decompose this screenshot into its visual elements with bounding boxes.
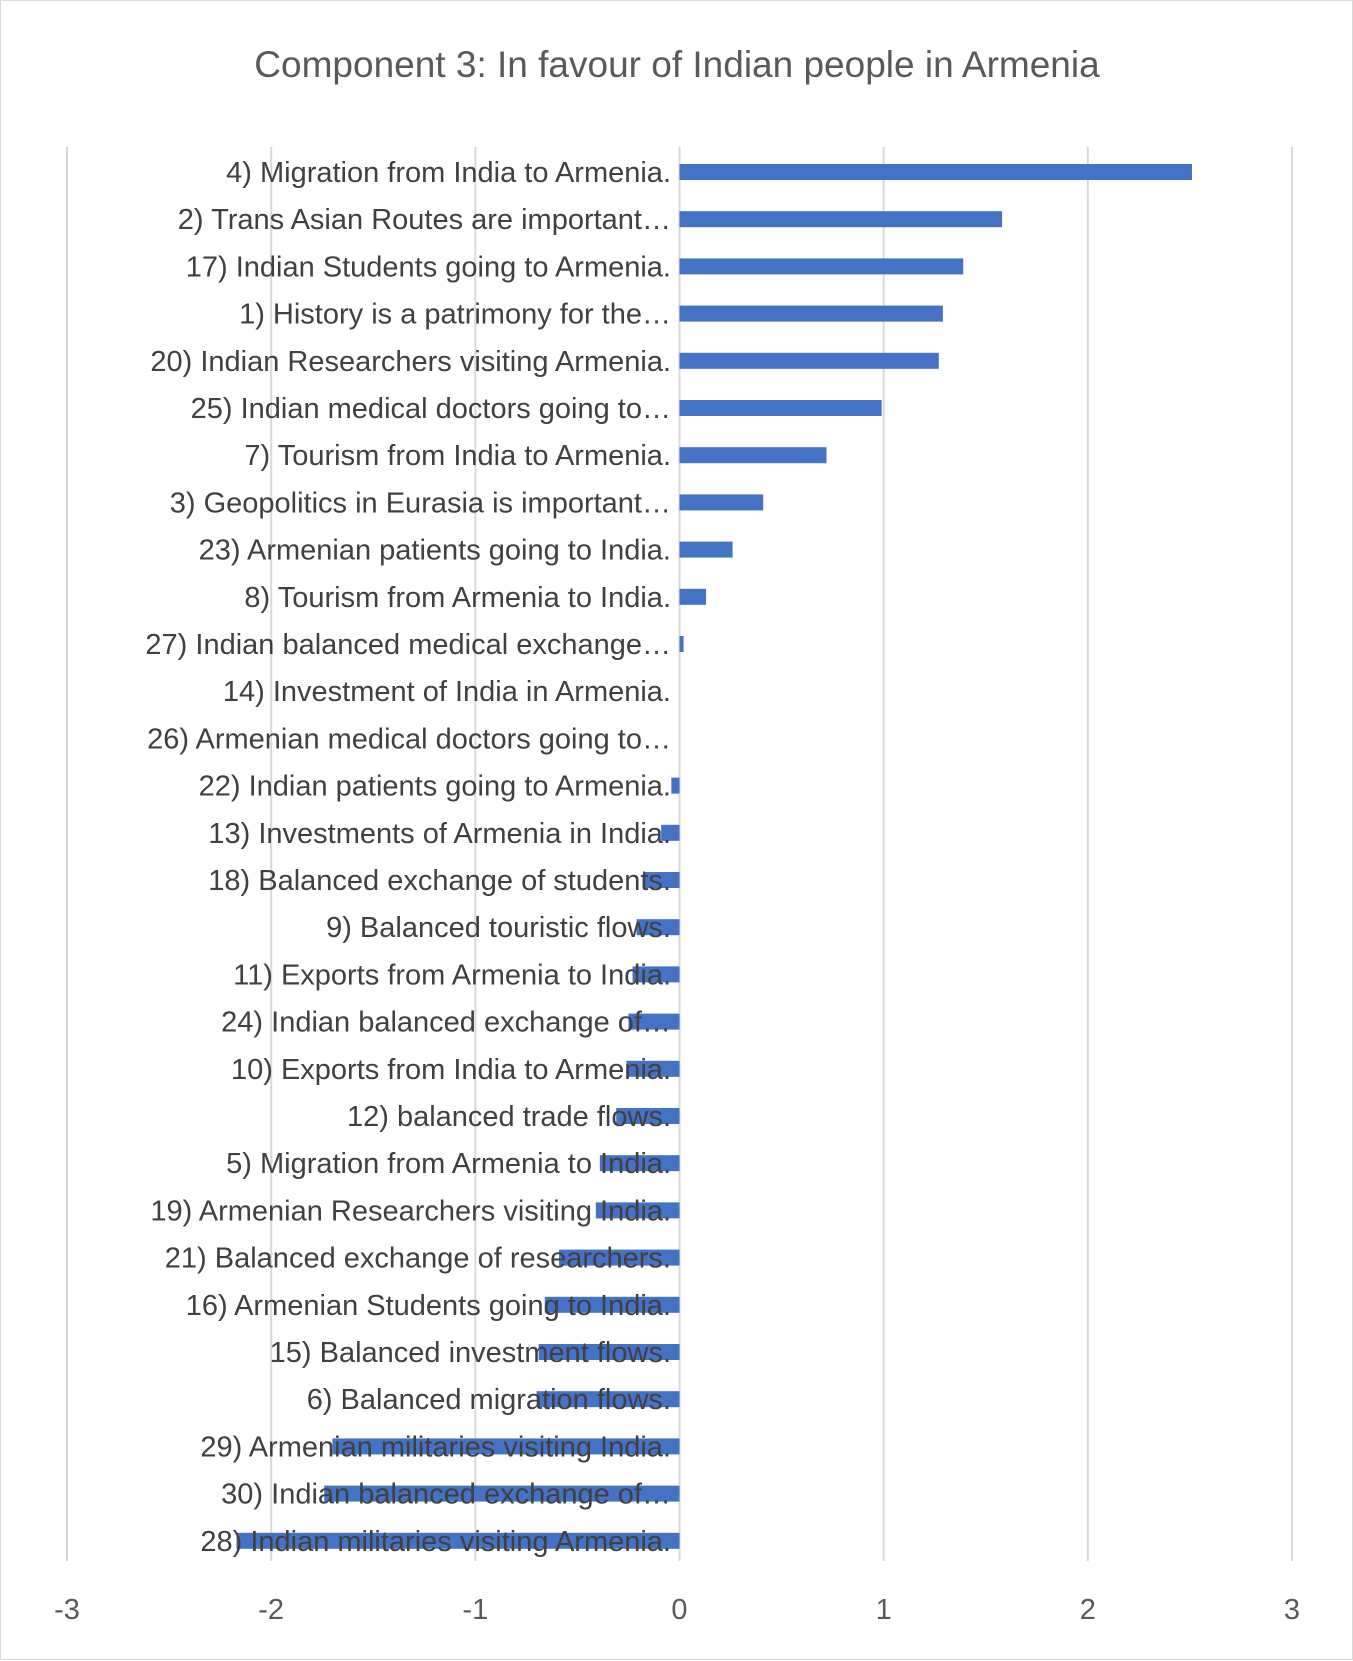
category-label: 27) Indian balanced medical exchange… (145, 629, 671, 661)
category-label: 24) Indian balanced exchange of… (221, 1007, 671, 1039)
category-label: 5) Migration from Armenia to India. (226, 1148, 671, 1180)
bar (636, 919, 680, 936)
bar (324, 1485, 680, 1502)
category-label: 19) Armenian Researchers visiting India. (150, 1195, 671, 1227)
bar (679, 588, 707, 605)
x-tick-label: 2 (1080, 1594, 1096, 1626)
category-label: 25) Indian medical doctors going to… (191, 393, 671, 425)
bar (236, 1532, 680, 1549)
bar (679, 447, 827, 464)
category-label: 10) Exports from India to Armenia. (231, 1054, 671, 1086)
bar (679, 400, 882, 416)
bar (679, 352, 939, 369)
x-tick-label: -3 (54, 1594, 80, 1626)
x-axis-tick-labels: -3 -2 -1 0 1 2 3 (54, 1594, 1300, 1626)
bar (679, 305, 943, 322)
bar (679, 494, 764, 511)
category-label: 30) Indian balanced exchange of… (221, 1479, 671, 1511)
bar (644, 872, 680, 888)
bar (671, 777, 680, 794)
gridlines (66, 147, 1293, 1561)
chart-title: Component 3: In favour of Indian people … (254, 44, 1100, 85)
category-label: 20) Indian Researchers visiting Armenia. (150, 346, 671, 378)
bar (679, 636, 684, 652)
bar (536, 1391, 680, 1408)
x-tick-label: -1 (462, 1594, 488, 1626)
category-label: 13) Investments of Armenia in India. (208, 818, 671, 850)
category-label: 26) Armenian medical doctors going to… (147, 723, 671, 755)
bar (599, 1155, 680, 1172)
category-label: 22) Indian patients going to Armenia. (199, 771, 671, 803)
category-labels: 4) Migration from India to Armenia. 2) Tr… (145, 157, 671, 1558)
category-label: 12) balanced trade flows. (347, 1101, 671, 1133)
bar (544, 1296, 680, 1313)
category-label: 29) Armenian militaries visiting India. (200, 1431, 671, 1463)
category-label: 21) Balanced exchange of researchers. (165, 1243, 671, 1275)
category-label: 14) Investment of India in Armenia. (223, 676, 671, 708)
category-label: 9) Balanced touristic flows. (326, 912, 671, 944)
x-tick-label: 0 (671, 1594, 687, 1626)
bar (661, 824, 680, 841)
category-label: 28) Indian militaries visiting Armenia. (200, 1526, 671, 1558)
category-label: 18) Balanced exchange of students. (208, 865, 671, 897)
bar (628, 1013, 680, 1030)
category-label: 16) Armenian Students going to India. (186, 1290, 671, 1322)
bar (559, 1249, 680, 1266)
bar (332, 1438, 680, 1455)
category-label: 4) Migration from India to Armenia. (226, 157, 671, 189)
x-tick-label: -2 (258, 1594, 284, 1626)
bars (236, 164, 1192, 1549)
category-label: 17) Indian Students going to Armenia. (186, 251, 671, 283)
bar (616, 1108, 680, 1124)
category-label: 6) Balanced migration flows. (307, 1384, 671, 1416)
bar (679, 541, 733, 558)
bar (595, 1202, 680, 1219)
category-label: 23) Armenian patients going to India. (199, 535, 671, 567)
category-label: 15) Balanced investment flows. (270, 1337, 671, 1369)
bar (538, 1344, 680, 1360)
category-label: 1) History is a patrimony for the… (239, 299, 671, 331)
bar (679, 258, 964, 275)
x-tick-label: 1 (876, 1594, 892, 1626)
category-label: 7) Tourism from India to Armenia. (244, 440, 671, 472)
bar (679, 211, 1003, 228)
bar (679, 164, 1192, 180)
bar (626, 1060, 680, 1077)
category-label: 3) Geopolitics in Eurasia is important… (170, 487, 671, 519)
category-label: 2) Trans Asian Routes are important… (178, 204, 671, 236)
bar (632, 966, 680, 983)
category-label: 11) Exports from Armenia to India. (233, 959, 671, 991)
x-tick-label: 3 (1284, 1594, 1300, 1626)
category-label: 8) Tourism from Armenia to India. (244, 582, 671, 614)
